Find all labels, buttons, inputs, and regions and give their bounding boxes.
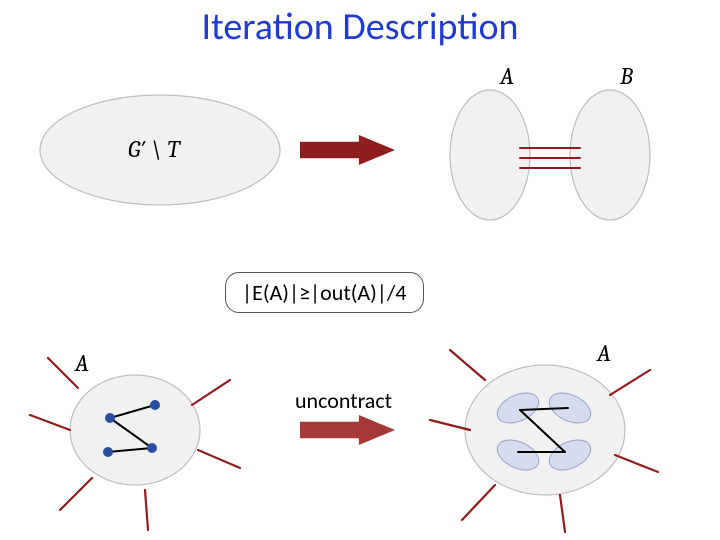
label-a-bottom-right: A — [597, 339, 611, 367]
diagram-stage: Iteration Description G′ \ T A B |E(A)|≥… — [0, 0, 720, 540]
label-a-top: A — [500, 62, 514, 90]
formula-box: |E(A)|≥|out(A)|/4 — [225, 272, 424, 313]
diagram-svg — [0, 0, 720, 540]
uncontract-label: uncontract — [295, 387, 392, 414]
g-prime-ellipse-label: G′ \ T — [128, 135, 180, 163]
label-a-bottom-left: A — [75, 349, 89, 377]
label-b-top: B — [620, 62, 633, 90]
formula-text: |E(A)|≥|out(A)|/4 — [242, 279, 407, 306]
